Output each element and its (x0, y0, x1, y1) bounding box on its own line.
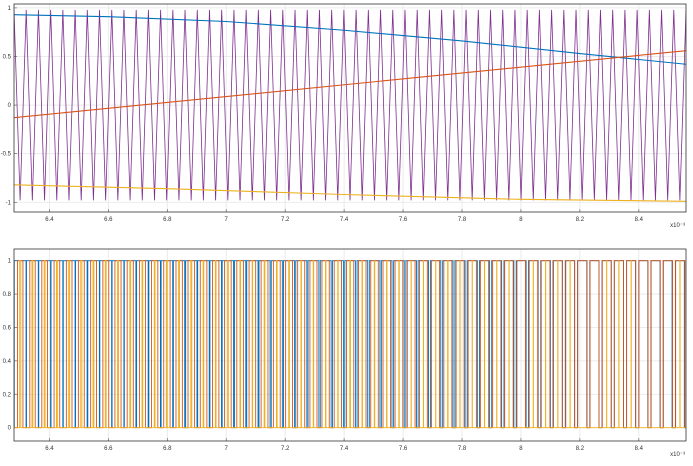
x-tick-label: 6.4 (45, 446, 54, 452)
x-tick-label: 7 (225, 217, 229, 223)
reference-series-1 (14, 14, 686, 65)
reference-series-3 (14, 184, 686, 202)
y-tick-label: 0.2 (3, 392, 12, 398)
x-exponent-label: x10⁻³ (670, 223, 685, 229)
x-tick-label: 7 (225, 446, 229, 452)
axes-frame (13, 248, 687, 442)
x-tick-label: 7.6 (399, 446, 408, 452)
top-axes: 6.4 6.6 6.8 7 7.2 7.4 7.6 7.8 8 8.2 8.4 -1 -0.5 0 0.5 1… (1, 3, 687, 229)
y-tick-label: 1 (8, 6, 12, 12)
x-tick-label: 8.2 (576, 446, 585, 452)
plot-area (14, 4, 686, 212)
x-tick-label: 7.8 (458, 217, 467, 223)
x-tick-label: 7.4 (340, 446, 349, 452)
x-tick-label: 6.6 (104, 217, 113, 223)
x-tick-label: 8 (519, 446, 523, 452)
carrier-series (14, 9, 686, 201)
x-tick-label: 6.8 (163, 217, 172, 223)
y-tick-label: 0.6 (3, 325, 12, 331)
y-tick-label: 1 (8, 259, 12, 265)
series-group (14, 9, 686, 202)
y-tick-label: -0.5 (1, 152, 12, 158)
y-tick-label: 0.8 (3, 292, 12, 298)
x-tick-label: 7.2 (281, 446, 290, 452)
x-tick-label: 6.4 (45, 217, 54, 223)
y-tick-label: 0 (8, 103, 12, 109)
x-tick-label: 7.2 (281, 217, 290, 223)
x-tick-label: 8.4 (635, 446, 644, 452)
x-tick-label: 8.2 (576, 217, 585, 223)
pulse-series-3 (14, 260, 686, 429)
x-tick-label: 7.4 (340, 217, 349, 223)
x-tick-label: 6.6 (104, 446, 113, 452)
x-tick-label: 8.4 (635, 217, 644, 223)
y-tick-label: 0.5 (3, 54, 12, 60)
bottom-axes: 6.4 6.6 6.8 7 7.2 7.4 7.6 7.8 8 8.2 8.4 0 0.2 0.4 0.6 0… (3, 248, 687, 458)
x-tick-label: 8 (519, 217, 523, 223)
x-tick-label: 7.6 (399, 217, 408, 223)
y-tick-label: 0 (8, 426, 12, 432)
reference-series-2 (14, 50, 686, 119)
x-tick-label: 7.8 (458, 446, 467, 452)
axes-frame (13, 3, 687, 213)
series-group (14, 260, 686, 429)
y-tick-label: 0.4 (3, 359, 12, 365)
x-tick-label: 6.8 (163, 446, 172, 452)
y-tick-label: -1 (6, 200, 12, 206)
x-exponent-label: x10⁻³ (670, 452, 685, 458)
